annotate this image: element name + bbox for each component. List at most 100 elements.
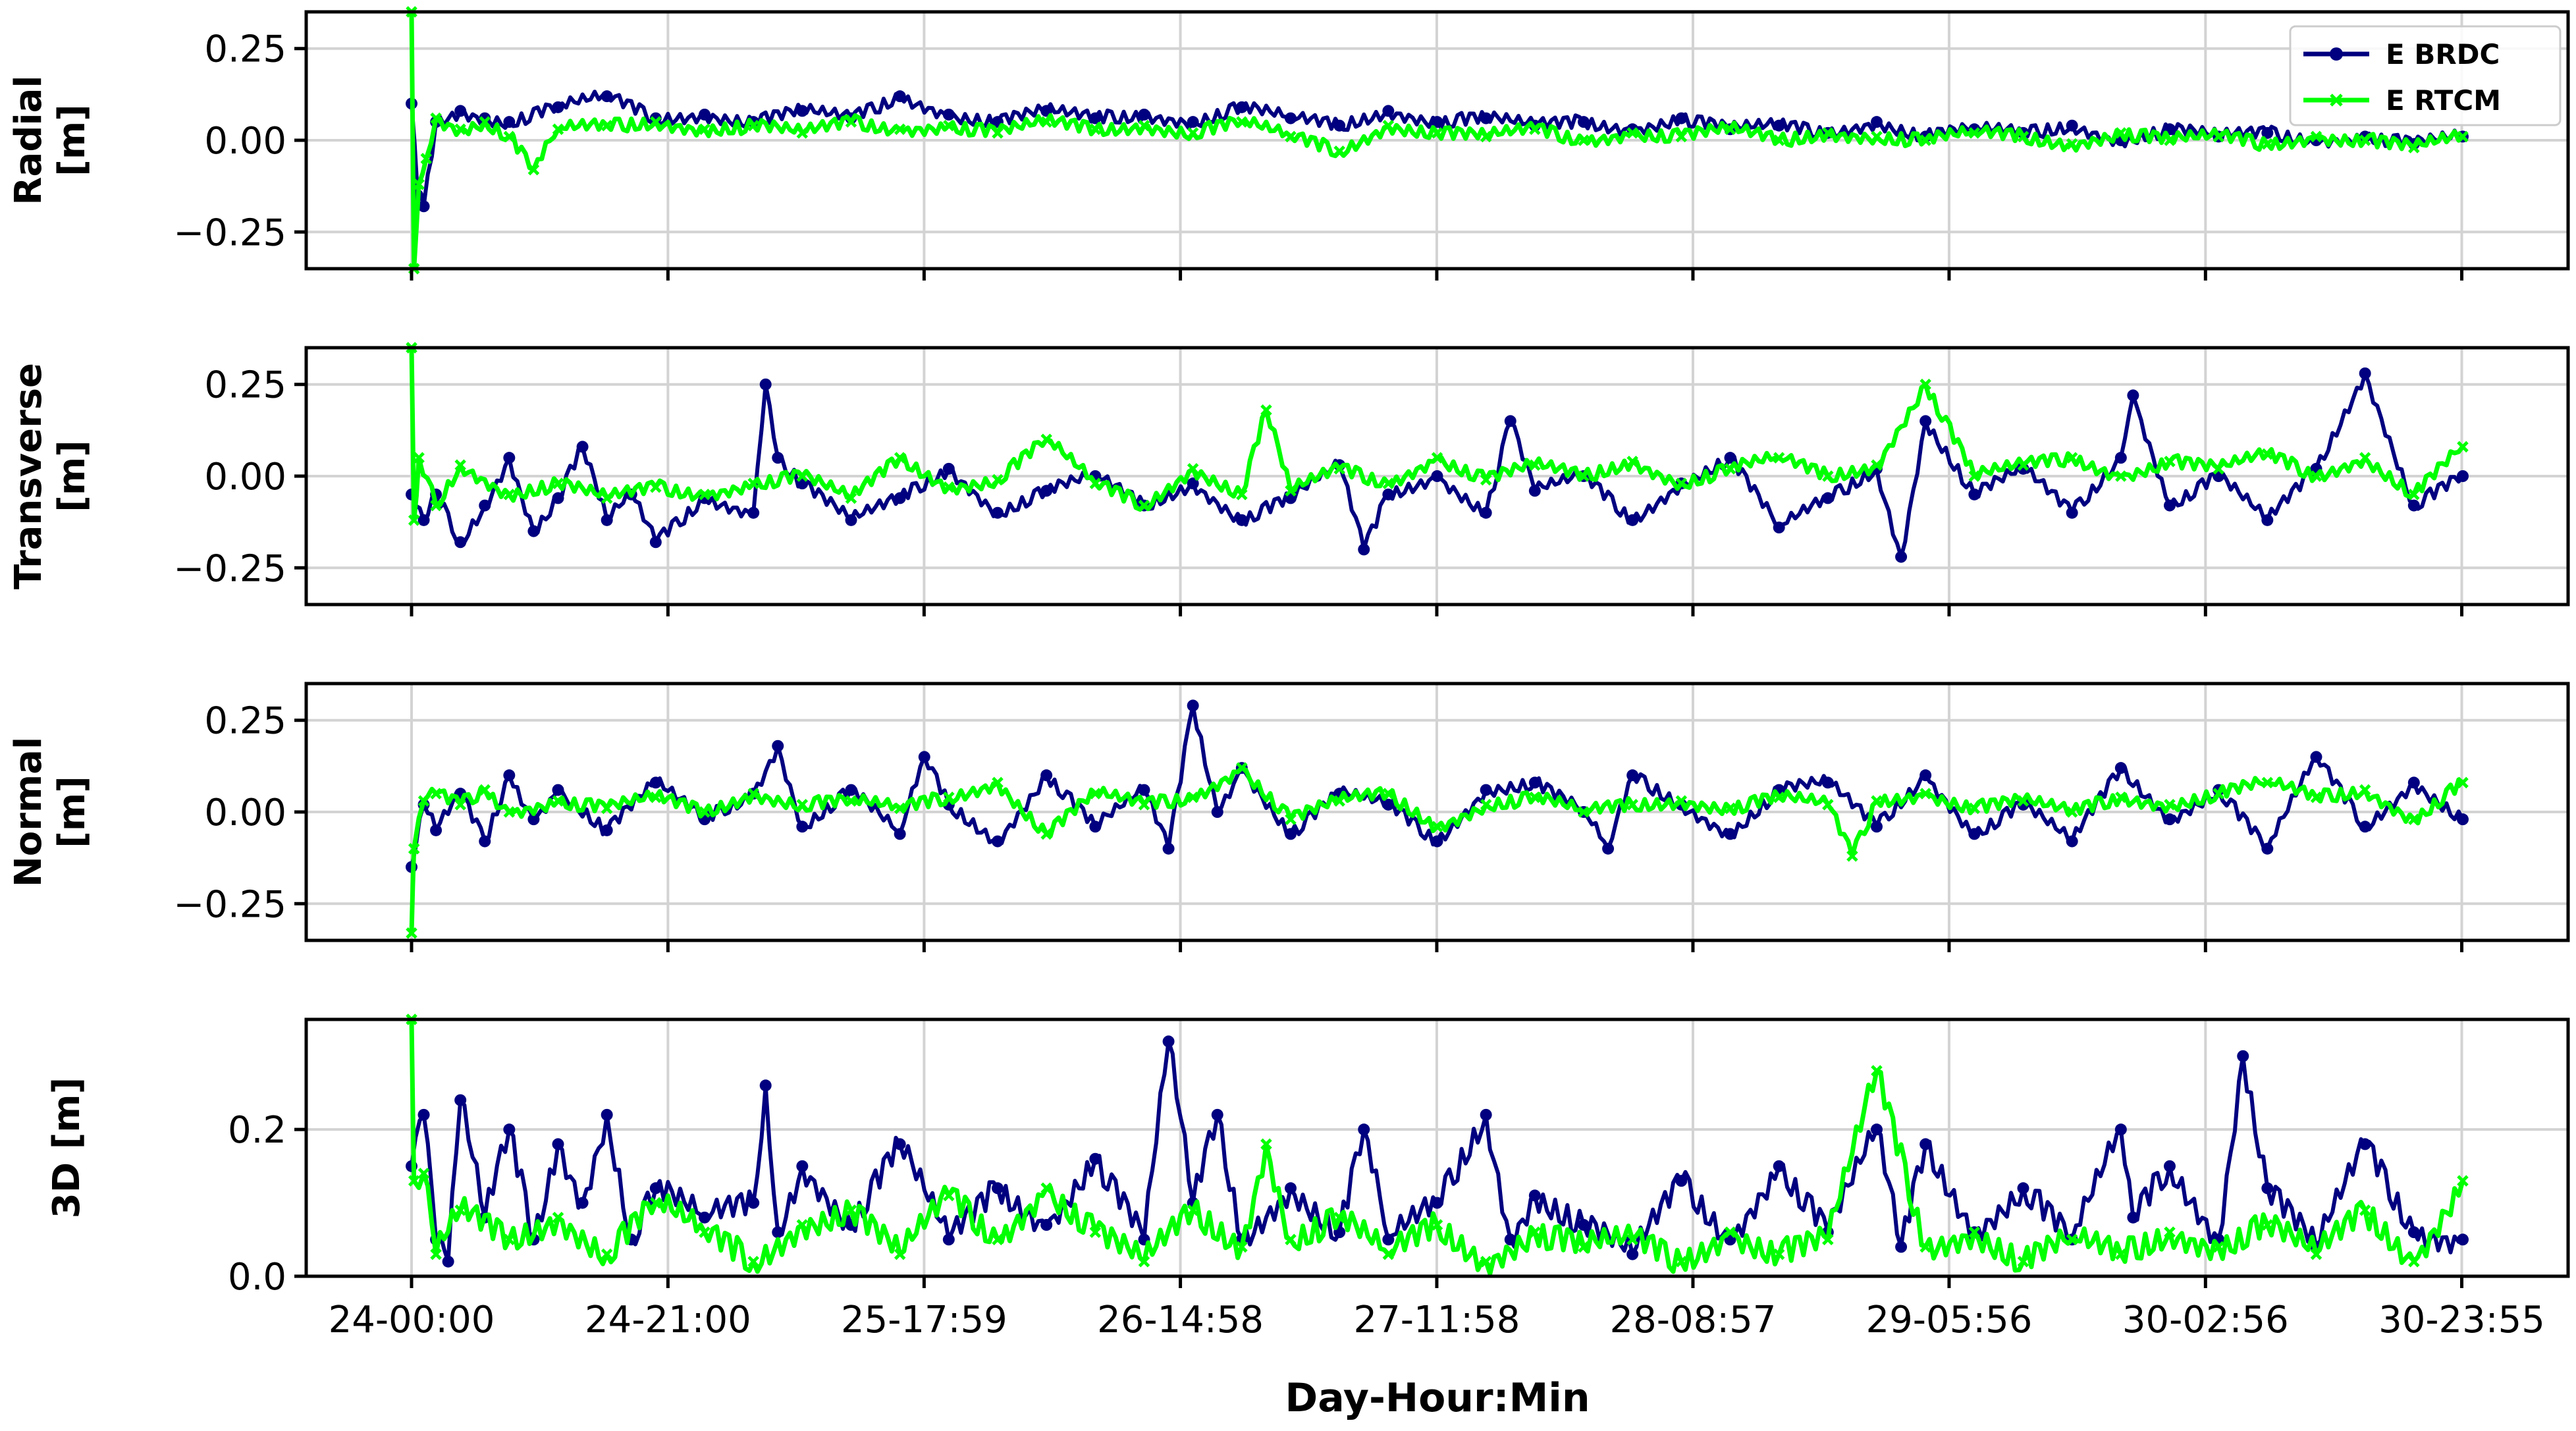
data-point-e-rtcm [2359, 784, 2371, 796]
data-point-e-brdc [1895, 1241, 1908, 1253]
data-point-e-rtcm [1626, 1233, 1638, 1246]
data-point-e-rtcm [2408, 813, 2420, 825]
data-point-e-brdc [552, 101, 564, 113]
data-point-e-rtcm [894, 1248, 906, 1260]
data-point-e-brdc [942, 109, 955, 121]
data-point-e-brdc [1431, 470, 1443, 482]
y-tick-label: 0.00 [204, 456, 286, 499]
data-point-e-rtcm [992, 473, 1004, 486]
data-point-e-rtcm [2359, 1204, 2371, 1216]
data-point-e-rtcm [1138, 799, 1150, 811]
data-point-e-rtcm [2066, 806, 2078, 818]
data-point-e-brdc [772, 740, 784, 752]
x-axis-label: Day-Hour:Min [1285, 1375, 1590, 1421]
data-point-e-brdc [552, 1138, 564, 1150]
data-point-e-brdc [1235, 514, 1248, 526]
data-point-e-rtcm [1919, 1241, 1931, 1253]
data-point-e-brdc [1211, 1108, 1223, 1121]
data-point-e-brdc [2261, 1182, 2274, 1195]
data-point-e-rtcm [1187, 791, 1199, 803]
data-point-e-rtcm [1236, 489, 1248, 500]
data-point-e-rtcm [1773, 1248, 1785, 1260]
y-axis-label: [m] [51, 440, 94, 512]
data-point-e-brdc [772, 1226, 784, 1239]
y-axis-label-group: Normal [m] [7, 737, 94, 887]
data-point-e-rtcm [2359, 134, 2371, 146]
data-point-e-brdc [1919, 1138, 1932, 1150]
data-point-e-rtcm [1846, 850, 1858, 862]
data-point-e-brdc [2066, 506, 2078, 519]
data-point-e-brdc [1578, 116, 1590, 128]
subplot-transverse: −0.25 0.00 0.25 Transverse [m] [7, 342, 2570, 616]
data-point-e-rtcm [2115, 470, 2127, 482]
data-point-e-rtcm [1333, 1212, 1345, 1224]
data-point-e-brdc [894, 90, 906, 103]
data-point-e-brdc [601, 1108, 613, 1121]
data-point-e-rtcm [1138, 499, 1150, 512]
data-point-e-brdc [1162, 1035, 1175, 1048]
data-point-e-brdc [2114, 452, 2127, 464]
data-point-e-rtcm [1431, 821, 1443, 833]
data-point-e-rtcm [430, 788, 442, 799]
data-point-e-brdc [417, 200, 430, 213]
legend-marker-circle [2330, 47, 2343, 61]
data-point-e-brdc [1285, 112, 1297, 124]
data-point-e-brdc [1968, 488, 1981, 500]
data-point-e-rtcm [420, 153, 433, 165]
data-point-e-rtcm [845, 116, 857, 128]
data-point-e-rtcm [1187, 463, 1199, 475]
data-point-e-rtcm [1968, 802, 1981, 815]
data-point-e-brdc [1040, 485, 1053, 497]
y-axis-label-group: Radial [m] [7, 75, 94, 205]
y-axis-label: Transverse [7, 363, 50, 589]
data-point-e-rtcm [1626, 455, 1638, 468]
data-point-e-brdc [601, 514, 613, 526]
data-point-e-brdc [1089, 1152, 1102, 1165]
data-point-e-rtcm [2213, 130, 2224, 143]
data-point-e-rtcm [1871, 795, 1883, 807]
data-point-e-rtcm [1724, 1226, 1736, 1238]
data-point-e-brdc [1871, 116, 1883, 128]
data-point-e-rtcm [1919, 134, 1931, 146]
data-point-e-rtcm [845, 1204, 857, 1216]
data-point-e-brdc [1040, 769, 1053, 782]
data-point-e-brdc [2359, 1138, 2371, 1150]
data-point-e-rtcm [1040, 433, 1052, 446]
data-point-e-rtcm [1773, 452, 1785, 464]
data-point-e-rtcm [894, 123, 906, 136]
y-tick-label: −0.25 [173, 211, 286, 254]
data-point-e-rtcm [601, 492, 613, 504]
y-axis-label-group: Transverse [m] [7, 363, 94, 589]
data-point-e-rtcm [699, 1226, 711, 1238]
data-point-e-brdc [1187, 699, 1199, 712]
y-axis-label: Radial [7, 75, 50, 205]
data-point-e-rtcm [796, 1219, 809, 1231]
data-point-e-rtcm [479, 784, 491, 796]
data-point-e-rtcm [1333, 463, 1345, 475]
data-point-e-brdc [796, 1160, 809, 1172]
data-point-e-rtcm [992, 1233, 1004, 1246]
data-point-e-brdc [2261, 126, 2274, 139]
data-point-e-brdc [503, 116, 516, 128]
data-point-e-rtcm [2457, 1175, 2469, 1187]
data-point-e-brdc [552, 492, 564, 504]
data-point-e-brdc [1821, 492, 1834, 504]
data-point-e-brdc [1480, 784, 1492, 796]
data-point-e-rtcm [2261, 138, 2274, 150]
data-point-e-rtcm [2017, 1255, 2029, 1268]
data-point-e-brdc [1504, 415, 1516, 427]
data-point-e-brdc [430, 824, 443, 836]
data-point-e-rtcm [1431, 1219, 1443, 1231]
data-point-e-brdc [2164, 499, 2176, 512]
data-point-e-rtcm [747, 1255, 759, 1268]
data-point-e-rtcm [413, 452, 425, 464]
data-point-e-rtcm [943, 119, 955, 132]
data-point-e-rtcm [2359, 452, 2371, 464]
data-point-e-brdc [442, 1255, 454, 1268]
data-point-e-rtcm [943, 791, 955, 803]
data-point-e-brdc [649, 536, 662, 549]
data-point-e-rtcm [2457, 776, 2469, 789]
data-point-e-rtcm [747, 119, 759, 132]
data-point-e-rtcm [406, 927, 417, 939]
data-point-e-rtcm [1236, 762, 1248, 774]
